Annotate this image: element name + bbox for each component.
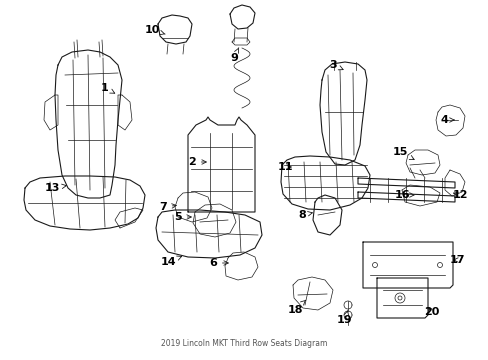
Text: 13: 13 [44, 183, 66, 193]
Text: 2019 Lincoln MKT Third Row Seats Diagram: 2019 Lincoln MKT Third Row Seats Diagram [161, 339, 326, 348]
Text: 8: 8 [298, 210, 312, 220]
Text: 6: 6 [209, 258, 228, 268]
Text: 20: 20 [424, 307, 439, 317]
Text: 17: 17 [448, 255, 464, 265]
Text: 9: 9 [229, 48, 238, 63]
Text: 18: 18 [286, 300, 305, 315]
Text: 19: 19 [337, 311, 352, 325]
Text: 14: 14 [160, 256, 181, 267]
Text: 5: 5 [174, 212, 191, 222]
Text: 15: 15 [391, 147, 413, 159]
Text: 11: 11 [277, 162, 292, 172]
Text: 1: 1 [101, 83, 115, 93]
Text: 16: 16 [393, 190, 413, 200]
Text: 4: 4 [439, 115, 453, 125]
Text: 7: 7 [159, 202, 176, 212]
Text: 2: 2 [188, 157, 206, 167]
Text: 12: 12 [451, 190, 467, 200]
Text: 10: 10 [144, 25, 165, 35]
Text: 3: 3 [328, 60, 343, 70]
